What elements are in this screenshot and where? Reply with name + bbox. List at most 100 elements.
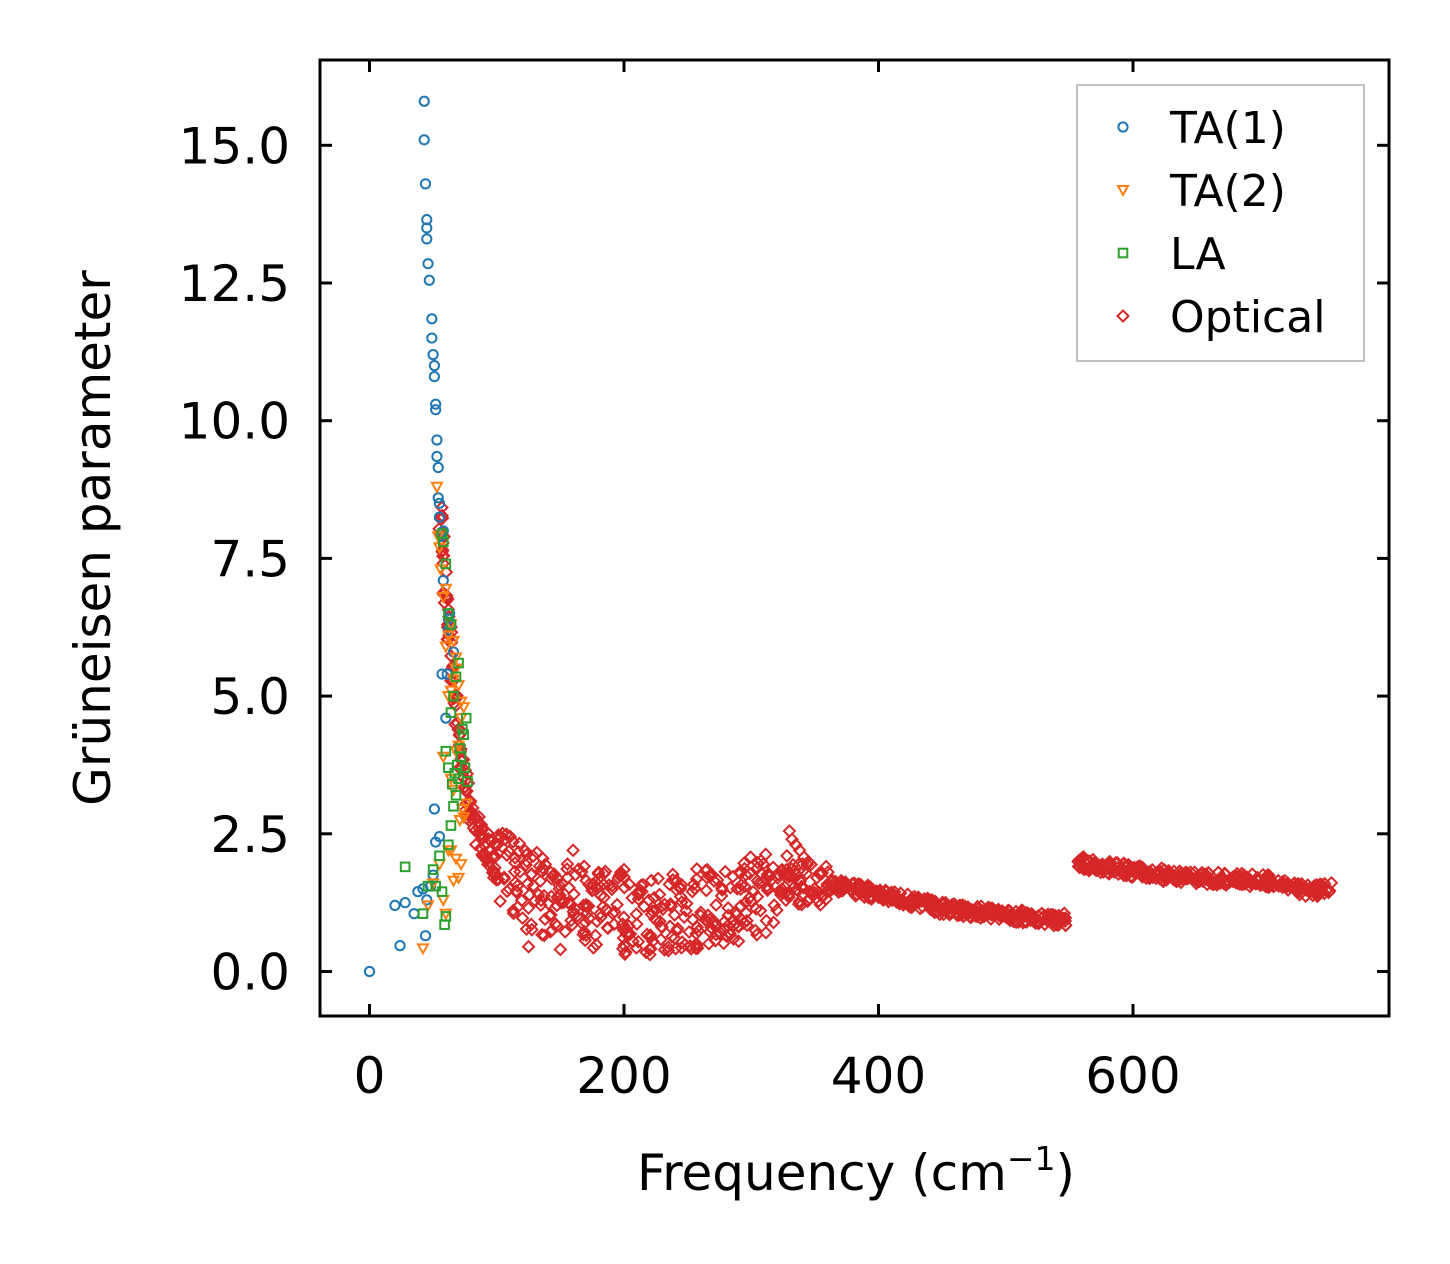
- ta1-point: [428, 371, 440, 383]
- optical-point: [737, 856, 751, 871]
- ta2-point: [436, 591, 451, 605]
- optical-point: [591, 865, 606, 880]
- optical-point: [731, 919, 745, 934]
- legend: TA(1) TA(2) LA Optical: [1076, 84, 1365, 362]
- optical-point: [679, 896, 694, 911]
- ta1-point: [432, 492, 444, 504]
- x-tick-label: 0: [354, 1047, 386, 1105]
- optical-point: [924, 896, 939, 911]
- ta2-point: [430, 481, 444, 494]
- la-point: [457, 723, 468, 735]
- legend-entry: LA: [1117, 229, 1226, 280]
- optical-point: [579, 928, 594, 943]
- optical-point: [493, 894, 508, 909]
- optical-point: [962, 909, 977, 924]
- optical-point: [1313, 879, 1328, 894]
- optical-point: [1058, 914, 1073, 928]
- ta1-point: [426, 332, 438, 344]
- legend-label: Optical: [1170, 292, 1325, 343]
- la-point: [459, 762, 471, 774]
- ta1-point: [421, 233, 433, 245]
- optical-point: [542, 908, 557, 923]
- optical-point: [514, 893, 529, 908]
- optical-point: [440, 590, 455, 605]
- optical-point: [480, 826, 495, 840]
- optical-point: [567, 907, 581, 922]
- optical-point: [610, 897, 625, 912]
- optical-point: [1312, 887, 1327, 901]
- optical-point: [631, 892, 646, 907]
- optical-point: [820, 877, 835, 892]
- optical-point: [872, 887, 887, 902]
- optical-point: [644, 873, 659, 888]
- optical-point: [1087, 856, 1102, 871]
- optical-point: [521, 939, 536, 954]
- optical-point: [733, 899, 748, 913]
- optical-point: [667, 931, 682, 946]
- ta1-point: [422, 258, 434, 270]
- optical-point: [734, 878, 749, 892]
- optical-point: [935, 902, 950, 917]
- optical-point: [497, 872, 512, 886]
- optical-point: [590, 881, 605, 896]
- optical-point: [519, 922, 534, 937]
- optical-point: [577, 859, 592, 874]
- optical-point: [670, 921, 685, 936]
- optical-point: [863, 882, 878, 897]
- la-point: [430, 880, 441, 892]
- ta1-point: [428, 360, 440, 372]
- la-point: [440, 745, 452, 757]
- optical-point: [760, 879, 774, 893]
- la-point: [450, 671, 462, 683]
- optical-point: [700, 862, 715, 877]
- la-point: [440, 558, 452, 570]
- optical-point: [636, 877, 651, 892]
- optical-point: [720, 918, 735, 933]
- optical-point: [813, 897, 828, 912]
- plot-points: [363, 95, 1339, 978]
- ta1-point: [394, 940, 406, 952]
- ta2-point: [451, 872, 466, 885]
- legend-entry: TA(1): [1117, 103, 1286, 154]
- optical-point: [665, 872, 680, 887]
- optical-point: [617, 938, 632, 953]
- optical-point: [641, 893, 656, 908]
- optical-point: [900, 887, 915, 902]
- optical-point: [1082, 854, 1097, 868]
- optical-point: [509, 883, 524, 898]
- optical-point: [740, 913, 754, 928]
- la-point: [434, 850, 445, 862]
- axis-ticks: [320, 60, 1389, 1016]
- la-point: [460, 712, 472, 724]
- optical-point: [512, 836, 527, 851]
- optical-point: [515, 911, 530, 925]
- la-point: [436, 886, 448, 897]
- optical-point: [526, 849, 541, 864]
- optical-point: [1173, 866, 1188, 881]
- optical-point: [670, 924, 684, 938]
- legend-label: TA(1): [1169, 103, 1286, 154]
- optical-point: [707, 874, 722, 888]
- optical-point: [1055, 913, 1070, 928]
- optical-point: [648, 912, 662, 927]
- optical-point: [487, 860, 502, 875]
- ta2-point: [446, 875, 461, 888]
- ta1-point: [419, 930, 432, 942]
- ta2-point: [454, 859, 468, 872]
- optical-point: [673, 889, 688, 904]
- optical-point: [488, 867, 503, 881]
- optical-point: [667, 908, 682, 922]
- y-tick-label: 12.5: [179, 255, 290, 313]
- optical-point: [652, 914, 667, 929]
- optical-point: [778, 886, 793, 900]
- optical-point: [477, 846, 492, 861]
- optical-point: [847, 881, 862, 896]
- ta2-point: [453, 815, 467, 828]
- optical-point: [750, 889, 765, 904]
- y-tick-label: 10.0: [179, 393, 290, 451]
- optical-point: [661, 943, 676, 958]
- optical-point: [758, 925, 773, 940]
- optical-point: [707, 915, 722, 929]
- optical-point: [513, 864, 527, 879]
- optical-point: [486, 851, 501, 866]
